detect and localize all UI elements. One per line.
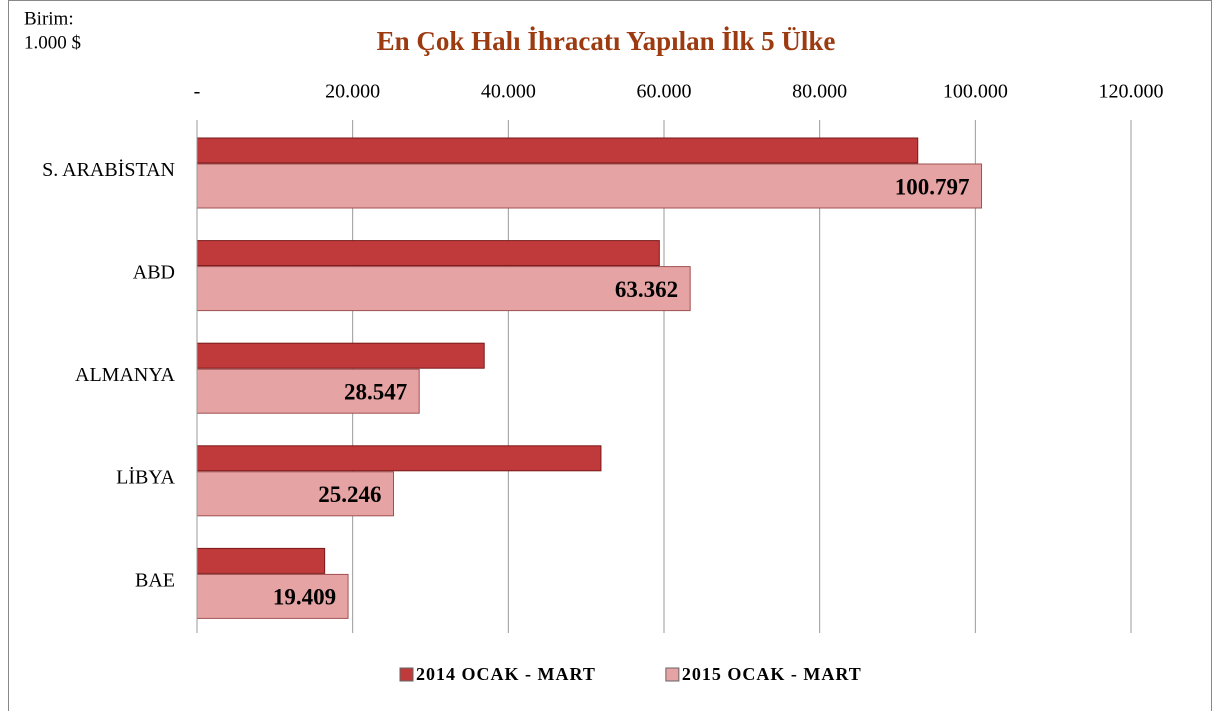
- bar: [196, 445, 602, 472]
- bar: [196, 163, 983, 209]
- y-tick-label: ALMANYA: [75, 364, 176, 386]
- y-tick-label: S. ARABİSTAN: [42, 158, 175, 181]
- data-label: 25.246: [318, 482, 381, 507]
- data-label: 28.547: [344, 379, 407, 404]
- legend-label: 2015 OCAK - MART: [682, 664, 862, 684]
- chart-title: En Çok Halı İhracatı Yapılan İlk 5 Ülke: [377, 26, 836, 56]
- bar: [196, 368, 420, 414]
- bar: [196, 342, 485, 369]
- unit-note: 1.000 $: [24, 32, 81, 53]
- legend-label: 2014 OCAK - MART: [416, 664, 596, 684]
- x-tick-label: 40.000: [481, 81, 536, 103]
- data-label: 19.409: [273, 585, 336, 610]
- y-tick-label: LİBYA: [116, 466, 175, 489]
- x-tick-label: -: [194, 81, 201, 103]
- x-tick-label: 100.000: [943, 81, 1008, 103]
- y-tick-label: BAE: [135, 569, 175, 591]
- data-label: 100.797: [895, 174, 970, 199]
- bar: [196, 240, 660, 267]
- unit-note: Birim:: [24, 8, 74, 29]
- y-tick-label: ABD: [133, 261, 175, 283]
- bar: [196, 471, 394, 517]
- data-label: 63.362: [615, 277, 678, 302]
- x-tick-label: 20.000: [325, 81, 380, 103]
- legend-swatch: [399, 667, 414, 682]
- chart-frame: [8, 0, 1212, 711]
- legend-swatch: [665, 667, 680, 682]
- bar: [196, 547, 326, 574]
- x-tick-label: 120.000: [1099, 81, 1164, 103]
- x-tick-label: 60.000: [637, 81, 692, 103]
- bar: [196, 137, 919, 164]
- x-tick-label: 80.000: [792, 81, 847, 103]
